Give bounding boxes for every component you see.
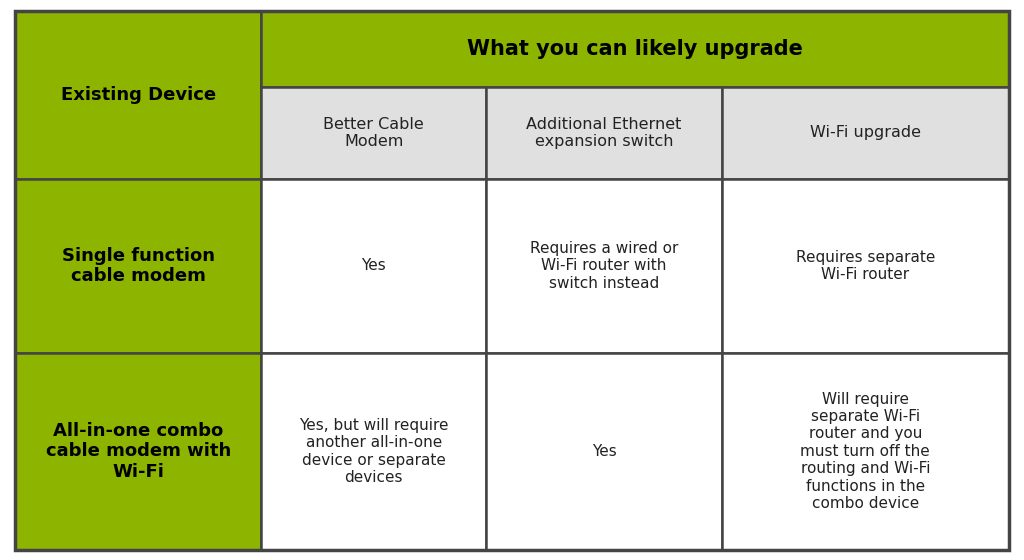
Bar [486, 179, 722, 353]
Bar [722, 87, 1009, 179]
Text: Better Cable
Modem: Better Cable Modem [324, 117, 424, 149]
Bar [15, 179, 261, 353]
Text: Additional Ethernet
expansion switch: Additional Ethernet expansion switch [526, 117, 682, 149]
Text: Requires a wired or
Wi-Fi router with
switch instead: Requires a wired or Wi-Fi router with sw… [530, 241, 678, 291]
Text: Yes: Yes [592, 444, 616, 459]
Text: What you can likely upgrade: What you can likely upgrade [467, 39, 803, 59]
Text: Will require
separate Wi-Fi
router and you
must turn off the
routing and Wi-Fi
f: Will require separate Wi-Fi router and y… [801, 391, 930, 511]
Text: Wi-Fi upgrade: Wi-Fi upgrade [810, 125, 921, 141]
Text: All-in-one combo
cable modem with
Wi-Fi: All-in-one combo cable modem with Wi-Fi [46, 422, 230, 481]
Text: Yes: Yes [361, 259, 386, 273]
Bar [722, 179, 1009, 353]
Bar [261, 353, 486, 550]
Bar [261, 11, 1009, 87]
Text: Yes, but will require
another all-in-one
device or separate
devices: Yes, but will require another all-in-one… [299, 418, 449, 485]
Bar [261, 87, 486, 179]
Text: Single function
cable modem: Single function cable modem [61, 246, 215, 286]
Bar [15, 353, 261, 550]
Text: Requires separate
Wi-Fi router: Requires separate Wi-Fi router [796, 250, 935, 282]
Text: Existing Device: Existing Device [60, 86, 216, 104]
Bar [486, 87, 722, 179]
Bar [486, 353, 722, 550]
Bar [15, 11, 261, 179]
Bar [261, 179, 486, 353]
Bar [722, 353, 1009, 550]
